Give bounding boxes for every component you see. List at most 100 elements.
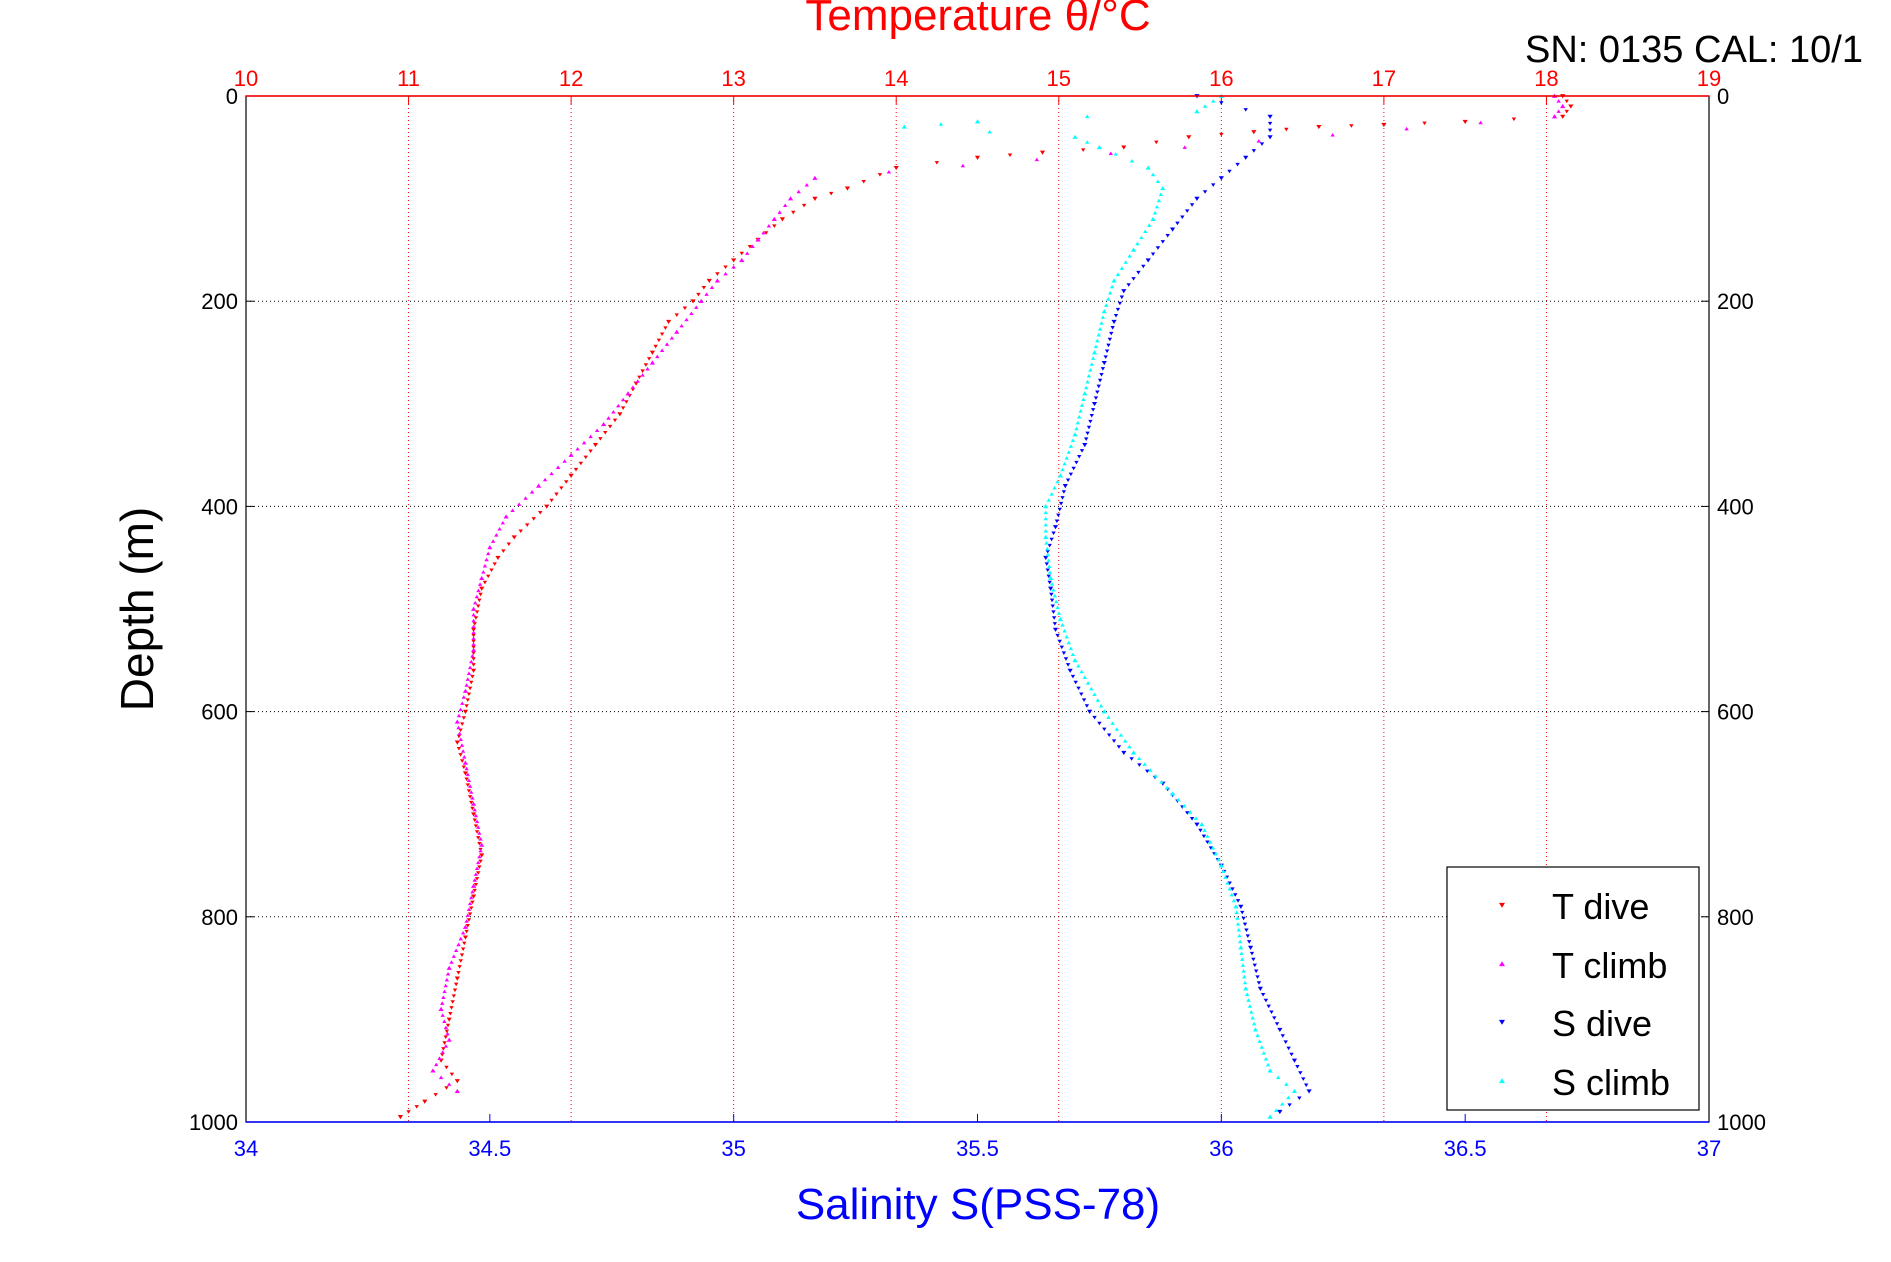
data-point-t-dive bbox=[489, 568, 494, 572]
data-point-t-climb bbox=[575, 446, 580, 451]
data-point-s-climb bbox=[1057, 473, 1064, 478]
data-point-t-climb bbox=[469, 659, 474, 664]
x-top-tick-label: 11 bbox=[397, 66, 420, 91]
data-point-t-dive bbox=[934, 161, 940, 165]
data-point-s-climb bbox=[1160, 186, 1166, 191]
data-point-t-dive bbox=[646, 357, 652, 361]
data-point-s-climb bbox=[1130, 750, 1137, 755]
data-point-t-dive bbox=[603, 430, 608, 435]
data-point-s-climb bbox=[1068, 646, 1074, 651]
data-point-t-climb bbox=[709, 285, 715, 290]
data-point-t-dive bbox=[456, 970, 461, 975]
data-point-t-dive bbox=[461, 765, 467, 769]
data-point-s-climb bbox=[1259, 1045, 1264, 1049]
data-point-t-climb bbox=[771, 216, 777, 221]
data-point-t-dive bbox=[462, 935, 469, 940]
data-point-s-climb bbox=[1086, 373, 1092, 378]
data-point-t-dive bbox=[462, 709, 469, 714]
data-point-s-dive bbox=[1218, 176, 1224, 181]
data-point-t-climb bbox=[1560, 103, 1566, 109]
data-point-s-climb bbox=[1223, 875, 1228, 879]
data-point-t-climb bbox=[694, 305, 699, 309]
data-point-t-climb bbox=[494, 533, 499, 537]
data-point-s-climb bbox=[1088, 368, 1093, 372]
data-point-t-climb bbox=[1551, 114, 1558, 119]
data-point-s-climb bbox=[1176, 797, 1181, 802]
data-point-s-dive bbox=[1089, 413, 1094, 418]
data-point-s-dive bbox=[1117, 301, 1123, 306]
data-point-t-climb bbox=[1182, 145, 1187, 149]
data-point-s-climb bbox=[1286, 1095, 1291, 1100]
x-top-tick-label: 14 bbox=[884, 66, 908, 91]
data-point-t-climb bbox=[465, 913, 470, 917]
data-point-t-dive bbox=[877, 173, 883, 177]
data-point-s-dive bbox=[1211, 183, 1216, 187]
data-point-s-climb bbox=[1233, 904, 1239, 909]
data-point-t-climb bbox=[443, 983, 448, 988]
data-point-t-climb bbox=[476, 588, 481, 593]
data-point-t-climb bbox=[568, 452, 574, 457]
data-point-s-dive bbox=[1051, 610, 1056, 614]
data-point-s-climb bbox=[1284, 1082, 1289, 1086]
data-point-t-climb bbox=[812, 175, 818, 180]
data-point-s-climb bbox=[1066, 640, 1071, 645]
data-point-t-dive bbox=[406, 1110, 411, 1114]
data-point-t-dive bbox=[791, 210, 796, 215]
data-point-t-dive bbox=[422, 1099, 428, 1104]
data-point-t-dive bbox=[452, 988, 458, 993]
data-point-s-climb bbox=[1066, 450, 1071, 454]
data-point-t-dive bbox=[1349, 124, 1354, 128]
data-point-t-climb bbox=[684, 317, 689, 322]
data-point-t-dive bbox=[617, 412, 623, 417]
data-point-t-dive bbox=[461, 716, 467, 720]
data-point-t-climb bbox=[484, 557, 489, 562]
data-point-t-dive bbox=[466, 789, 472, 793]
data-point-s-dive bbox=[1267, 121, 1273, 126]
data-point-t-dive bbox=[531, 517, 536, 521]
data-point-t-dive bbox=[474, 830, 480, 834]
data-point-s-dive bbox=[1082, 443, 1088, 448]
data-point-t-dive bbox=[598, 437, 603, 441]
data-point-t-climb bbox=[477, 854, 482, 859]
data-point-s-dive bbox=[1111, 739, 1117, 743]
data-point-t-dive bbox=[1568, 104, 1574, 109]
data-point-s-climb bbox=[1142, 762, 1147, 766]
data-point-s-dive bbox=[1289, 1052, 1294, 1057]
data-point-t-dive bbox=[459, 722, 465, 726]
data-point-t-dive bbox=[453, 982, 459, 987]
data-point-t-dive bbox=[663, 326, 668, 330]
x-bottom-tick-label: 34 bbox=[234, 1136, 258, 1161]
data-point-s-dive bbox=[1126, 283, 1131, 287]
data-point-s-climb bbox=[1098, 703, 1104, 708]
data-point-s-climb bbox=[1193, 816, 1199, 820]
data-point-s-climb bbox=[1043, 510, 1048, 515]
data-point-s-climb bbox=[1123, 260, 1128, 264]
data-point-s-climb bbox=[1109, 284, 1115, 289]
data-point-s-dive bbox=[1103, 355, 1108, 359]
data-point-s-dive bbox=[1047, 543, 1052, 548]
data-point-s-dive bbox=[1116, 745, 1122, 749]
data-point-s-climb bbox=[1229, 892, 1234, 897]
x-bottom-tick-label: 34.5 bbox=[468, 1136, 511, 1161]
data-point-s-climb bbox=[1043, 522, 1048, 527]
data-point-s-climb bbox=[1107, 291, 1113, 295]
data-point-t-climb bbox=[470, 796, 475, 800]
data-point-t-dive bbox=[715, 272, 720, 276]
data-point-s-climb bbox=[1261, 1051, 1267, 1055]
legend-label-t-climb: T climb bbox=[1552, 945, 1667, 986]
data-point-t-dive bbox=[471, 651, 476, 655]
legend-label-s-climb: S climb bbox=[1552, 1062, 1670, 1103]
data-point-t-dive bbox=[470, 627, 477, 632]
data-point-t-dive bbox=[492, 562, 497, 566]
data-point-s-climb bbox=[1079, 403, 1085, 407]
data-point-s-dive bbox=[1180, 215, 1185, 220]
data-point-s-dive bbox=[1113, 314, 1119, 318]
data-point-t-dive bbox=[1039, 150, 1046, 155]
data-point-s-climb bbox=[1060, 623, 1065, 627]
data-point-t-dive bbox=[459, 759, 465, 763]
data-point-t-dive bbox=[549, 498, 554, 503]
data-point-t-dive bbox=[445, 1023, 451, 1028]
data-point-s-dive bbox=[1235, 162, 1240, 167]
data-point-s-dive bbox=[1243, 108, 1248, 112]
data-point-s-climb bbox=[1110, 721, 1115, 725]
